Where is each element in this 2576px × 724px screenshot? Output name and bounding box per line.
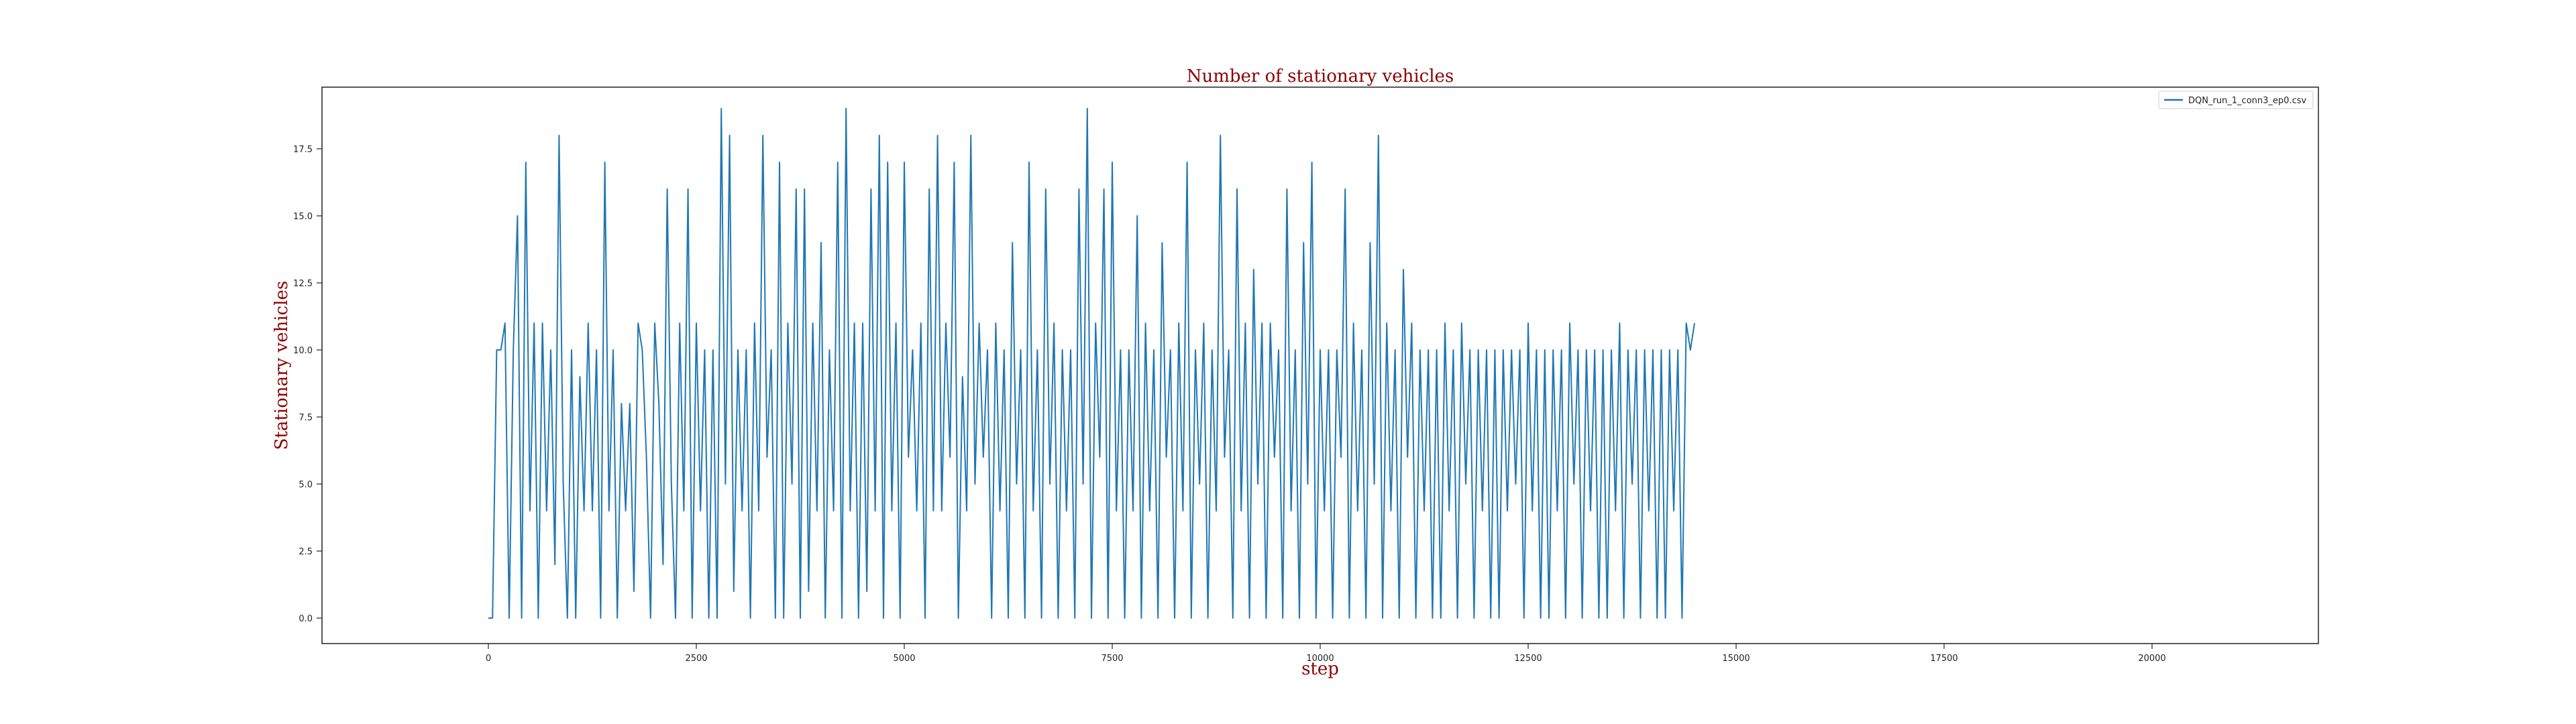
y-tick-label: 7.5 <box>299 413 313 423</box>
x-tick-label: 15000 <box>1722 654 1750 664</box>
legend-box <box>2158 90 2314 109</box>
y-axis-label: Stationary vehicles <box>272 281 292 450</box>
x-tick-label: 7500 <box>1101 654 1123 664</box>
y-tick-label: 15.0 <box>293 212 313 222</box>
x-tick-label: 17500 <box>1930 654 1957 664</box>
x-tick-label: 0 <box>486 654 491 664</box>
x-tick-label: 5000 <box>893 654 915 664</box>
y-tick-label: 0.0 <box>299 614 313 624</box>
x-tick-label: 10000 <box>1306 654 1334 664</box>
x-tick-label: 20000 <box>2138 654 2165 664</box>
chart-title: Number of stationary vehicles <box>1187 66 1454 86</box>
y-tick-label: 5.0 <box>299 480 313 490</box>
legend: DQN_run_1_conn3_ep0.csv <box>2158 90 2314 109</box>
x-tick-label: 12500 <box>1514 654 1542 664</box>
y-tick-label: 17.5 <box>293 145 313 155</box>
y-tick-label: 10.0 <box>293 346 313 356</box>
y-axis: 0.0 2.5 5.0 7.5 10.0 12.5 15.0 17.5 <box>293 145 322 624</box>
x-axis-label: step <box>1301 659 1339 679</box>
x-axis: 0 2500 5000 7500 10000 12500 15000 17500 20000 <box>486 644 2166 664</box>
series-line-0 <box>488 108 1695 619</box>
legend-entry: DQN_run_1_conn3_ep0.csv <box>2188 96 2306 106</box>
y-tick-label: 2.5 <box>299 547 313 557</box>
series-layer <box>488 108 1695 619</box>
x-tick-label: 2500 <box>685 654 707 664</box>
y-tick-label: 12.5 <box>293 279 313 289</box>
